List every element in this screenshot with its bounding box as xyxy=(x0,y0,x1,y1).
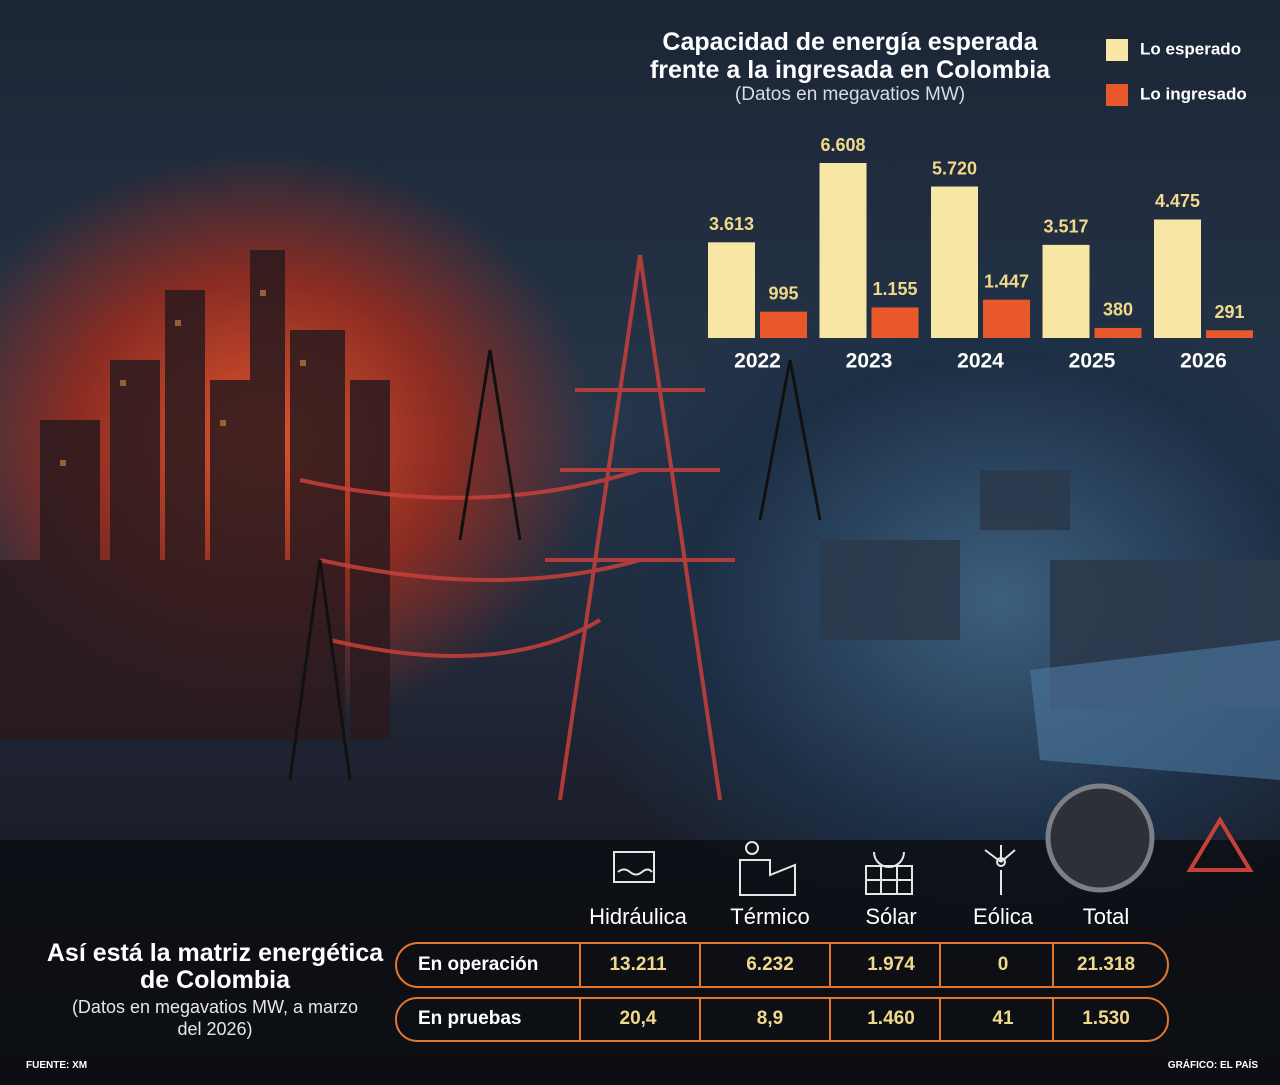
cell: 8,9 xyxy=(757,1008,783,1029)
x-tick-label: 2022 xyxy=(734,350,781,373)
data-label: 1.447 xyxy=(984,271,1029,291)
table-title: Así está la matriz energética de Colombi… xyxy=(46,939,384,994)
chart-title: Capacidad de energía esperada frente a l… xyxy=(649,28,1051,84)
source: FUENTE: XM xyxy=(26,1060,88,1071)
credit: GRÁFICO: EL PAÍS xyxy=(1167,1060,1258,1071)
x-tick-label: 2023 xyxy=(846,350,893,373)
bar xyxy=(871,307,919,338)
bar xyxy=(708,242,755,338)
x-tick-label: 2026 xyxy=(1180,350,1227,373)
legend-label: Lo esperado xyxy=(1140,39,1241,58)
bar xyxy=(1094,327,1142,338)
bar xyxy=(760,311,807,338)
bar xyxy=(1206,330,1253,338)
cell: 1.460 xyxy=(867,1008,915,1029)
column-header: Hidráulica xyxy=(589,904,688,929)
data-label: 5.720 xyxy=(932,158,977,178)
cell: 1.530 xyxy=(1082,1008,1130,1029)
x-tick-label: 2025 xyxy=(1069,350,1116,373)
data-label: 995 xyxy=(768,283,798,303)
column-header: Térmico xyxy=(730,904,809,929)
data-label: 6.608 xyxy=(820,135,865,155)
bar xyxy=(1042,244,1090,338)
data-label: 380 xyxy=(1103,300,1133,320)
data-label: 4.475 xyxy=(1155,191,1200,211)
data-label: 1.155 xyxy=(872,279,917,299)
cell: 20,4 xyxy=(620,1008,657,1029)
chart-subtitle: (Datos en megavatios MW) xyxy=(734,84,966,105)
x-tick-label: 2024 xyxy=(957,350,1004,373)
data-label: 291 xyxy=(1214,302,1244,322)
bar xyxy=(819,163,867,338)
cell: 13.211 xyxy=(609,954,666,975)
cell: 21.318 xyxy=(1077,954,1135,975)
legend-swatch xyxy=(1106,84,1128,106)
bar xyxy=(931,186,978,338)
data-label: 3.517 xyxy=(1043,217,1088,237)
bar xyxy=(1154,219,1201,338)
table-subtitle: (Datos en megavatios MW, a marzo del 202… xyxy=(71,997,359,1039)
bar xyxy=(983,299,1030,338)
cell: 0 xyxy=(998,954,1009,975)
cell: 6.232 xyxy=(746,954,794,975)
column-header: Eólica xyxy=(973,904,1034,929)
row-label: En operación xyxy=(418,954,538,975)
legend-label: Lo ingresado xyxy=(1140,84,1247,103)
legend-swatch xyxy=(1106,39,1128,61)
cell: 1.974 xyxy=(867,954,915,975)
column-header: Sólar xyxy=(865,904,916,929)
column-header: Total xyxy=(1083,904,1129,929)
row-label: En pruebas xyxy=(418,1008,521,1029)
cell: 41 xyxy=(992,1008,1014,1029)
data-label: 3.613 xyxy=(709,214,754,234)
